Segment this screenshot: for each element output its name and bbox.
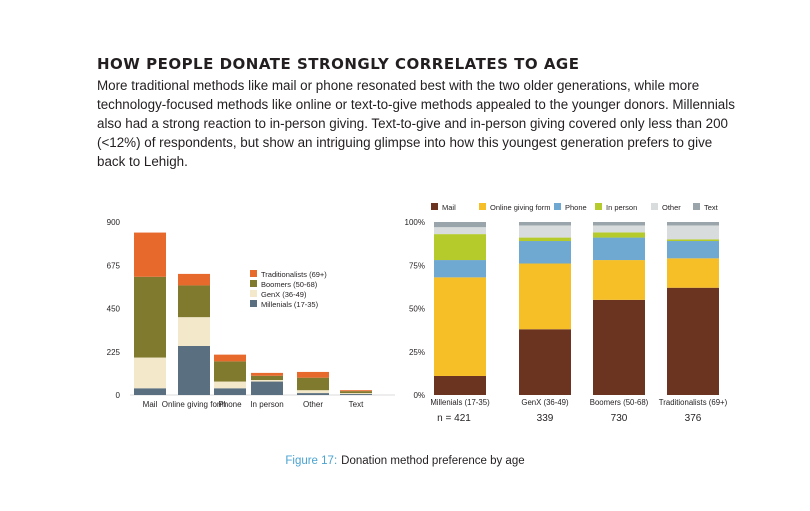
bar-text-boomers-50-68 [340,391,372,394]
bar-genx-36-49-online-giving-form [519,263,571,330]
bar-text-traditionalists-69 [340,390,372,392]
bar-millenials-17-35-other [434,227,486,235]
respondent-count: 730 [611,413,628,424]
x-tick-label: Phone [218,400,242,409]
legend-swatch-traditionalists-69 [250,270,257,277]
y-tick-label: 675 [107,261,121,270]
figure-caption-text: Donation method preference by age [341,455,525,467]
legend-label-other: Other [662,203,681,212]
bar-millenials-17-35-online-giving-form [434,277,486,376]
bar-phone-traditionalists-69 [214,354,246,362]
bar-mail-boomers-50-68 [134,276,166,358]
x-tick-label: Mail [143,400,158,409]
bar-other-millenials-17-35 [297,393,329,395]
y-tick-label: 25% [409,348,425,357]
bar-boomers-50-68-in-person [593,232,645,238]
bar-mail-genx-36-49 [134,357,166,389]
bar-millenials-17-35-in-person [434,234,486,261]
bar-traditionalists-69-phone [667,241,719,259]
bar-traditionalists-69-mail [667,287,719,395]
bar-genx-36-49-phone [519,241,571,264]
bar-traditionalists-69-text [667,222,719,226]
x-tick-label: Traditionalists (69+) [659,398,728,407]
legend-label-millenials-17-35: Millenials (17-35) [261,300,319,309]
bar-other-genx-36-49 [297,390,329,394]
bar-in-person-boomers-50-68 [251,375,283,381]
x-tick-label: Boomers (50-68) [590,398,649,407]
y-tick-label: 225 [107,348,121,357]
bar-other-boomers-50-68 [297,377,329,391]
bar-boomers-50-68-mail [593,299,645,395]
legend-label-text: Text [704,203,719,212]
bar-genx-36-49-mail [519,329,571,395]
bar-millenials-17-35-mail [434,375,486,395]
bar-online-giving-form-millenials-17-35 [178,345,210,395]
x-tick-label: GenX (36-49) [521,398,569,407]
x-tick-label: Text [349,400,364,409]
figure-caption: Figure 17: Donation method preference by … [0,455,810,467]
x-tick-label: Other [303,400,323,409]
y-tick-label: 0 [116,391,121,400]
y-tick-label: 50% [409,305,425,314]
y-tick-label: 0% [413,391,425,400]
respondent-count: n = 421 [437,413,471,424]
bar-genx-36-49-text [519,222,571,226]
bar-phone-genx-36-49 [214,381,246,389]
bar-mail-traditionalists-69 [134,232,166,277]
legend-label-in-person: In person [606,203,637,212]
legend-label-boomers-50-68: Boomers (50-68) [261,280,318,289]
legend-label-online-giving-form: Online giving form [490,203,550,212]
legend-swatch-genx-36-49 [250,290,257,297]
y-tick-label: 100% [405,218,425,227]
legend-swatch-in-person [595,203,602,210]
bar-genx-36-49-in-person [519,237,571,242]
intro-paragraph: More traditional methods like mail or ph… [97,78,735,169]
bar-traditionalists-69-other [667,225,719,240]
bar-online-giving-form-traditionalists-69 [178,273,210,286]
bar-mail-millenials-17-35 [134,388,166,395]
legend-label-genx-36-49: GenX (36-49) [261,290,307,299]
legend-swatch-text [693,203,700,210]
x-tick-label: Online giving form [162,400,227,409]
bar-millenials-17-35-phone [434,260,486,278]
x-tick-label: Millenials (17-35) [430,398,490,407]
bar-in-person-genx-36-49 [251,380,283,382]
bar-in-person-millenials-17-35 [251,381,283,395]
bar-boomers-50-68-other [593,225,645,233]
figure-number: Figure 17: [285,455,338,467]
bar-in-person-traditionalists-69 [251,372,283,376]
respondent-count: 339 [537,413,554,424]
bar-text-millenials-17-35 [340,394,372,395]
legend-swatch-phone [554,203,561,210]
bar-online-giving-form-genx-36-49 [178,317,210,346]
bar-other-traditionalists-69 [297,371,329,378]
legend-swatch-millenials-17-35 [250,300,257,307]
generation-by-method-chart: Mail Online giving form Phone In person Othe… [405,203,728,424]
bar-traditionalists-69-online-giving-form [667,258,719,288]
respondent-count: 376 [685,413,702,424]
legend-swatch-mail [431,203,438,210]
x-tick-label: In person [250,400,283,409]
bar-boomers-50-68-phone [593,237,645,261]
legend-swatch-other [651,203,658,210]
bar-genx-36-49-other [519,225,571,238]
bar-phone-millenials-17-35 [214,388,246,395]
bar-boomers-50-68-text [593,222,645,226]
y-tick-label: 900 [107,218,121,227]
legend-label-phone: Phone [565,203,587,212]
y-tick-label: 75% [409,261,425,270]
bar-online-giving-form-boomers-50-68 [178,285,210,318]
legend-swatch-online-giving-form [479,203,486,210]
bar-phone-boomers-50-68 [214,361,246,382]
legend-label-traditionalists-69: Traditionalists (69+) [261,270,327,279]
bar-millenials-17-35-text [434,222,486,228]
method-by-generation-chart: 0 225 450 675 900 Mail Online giving formPhone… [107,218,395,409]
bar-text-genx-36-49 [340,393,372,395]
y-tick-label: 450 [107,305,121,314]
bar-boomers-50-68-online-giving-form [593,260,645,300]
bar-traditionalists-69-in-person [667,239,719,242]
legend-label-mail: Mail [442,203,456,212]
legend-swatch-boomers-50-68 [250,280,257,287]
page-heading: HOW PEOPLE DONATE STRONGLY CORRELATES TO… [97,55,580,73]
